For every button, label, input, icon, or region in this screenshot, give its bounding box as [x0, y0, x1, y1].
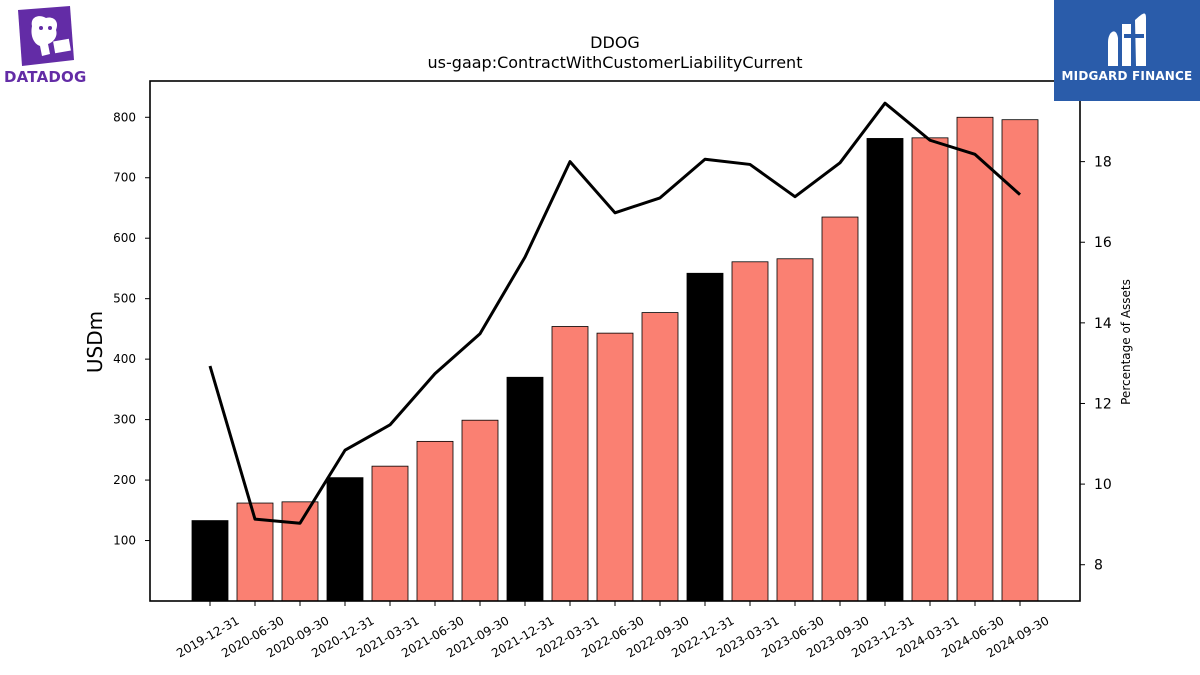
chart-title: DDOG [590, 33, 640, 52]
bar-2020-12-31 [326, 477, 364, 602]
midgard-finance-logo: MIDGARD FINANCE [1054, 0, 1200, 101]
y2-tick-label: 16 [1094, 235, 1112, 251]
y2-tick-label: 12 [1094, 396, 1112, 412]
y-tick-label: 700 [113, 171, 136, 185]
percentage-line [208, 101, 1022, 525]
y2-tick-label: 14 [1094, 316, 1112, 332]
bar-2023-06-30 [776, 258, 814, 602]
bar-2022-03-31 [551, 326, 589, 602]
y2-tick-label: 10 [1094, 477, 1112, 493]
bar-2023-09-30 [821, 216, 859, 602]
midgard-mark-icon [1108, 13, 1146, 67]
y-tick-label: 800 [113, 110, 136, 124]
y-tick-label: 500 [113, 292, 136, 306]
y2-axis-label: Percentage of Assets [1119, 279, 1133, 405]
y-tick-label: 200 [113, 473, 136, 487]
bar-2021-06-30 [416, 440, 454, 602]
y-tick-label: 300 [113, 413, 136, 427]
bar-2019-12-31 [191, 520, 229, 602]
datadog-wordmark: DATADOG [4, 68, 87, 86]
bar-2024-03-31 [911, 137, 949, 602]
bar-2024-06-30 [956, 116, 994, 602]
datadog-dog-icon [18, 6, 74, 66]
y2-tick-label: 8 [1094, 558, 1103, 574]
midgard-wordmark: MIDGARD FINANCE [1061, 69, 1193, 83]
bar-2022-06-30 [596, 332, 634, 602]
bar-2023-03-31 [731, 261, 769, 602]
y-axis-label: USDm [83, 311, 107, 373]
bar-2021-12-31 [506, 376, 544, 602]
bar-series [191, 116, 1039, 602]
y2-tick-label: 18 [1094, 155, 1112, 171]
bar-2022-09-30 [641, 312, 679, 602]
bar-2022-12-31 [686, 272, 724, 602]
bar-2023-12-31 [866, 138, 904, 602]
y-tick-label: 600 [113, 231, 136, 245]
bar-2021-03-31 [371, 465, 409, 602]
y-tick-label: 100 [113, 534, 136, 548]
datadog-logo: DATADOG [0, 0, 92, 92]
bar-2020-09-30 [281, 501, 319, 602]
chart-subtitle: us-gaap:ContractWithCustomerLiabilityCur… [428, 53, 803, 72]
bar-2024-09-30 [1001, 119, 1039, 602]
line-series [208, 101, 1022, 525]
y-tick-label: 400 [113, 352, 136, 366]
bar-2021-09-30 [461, 419, 499, 602]
